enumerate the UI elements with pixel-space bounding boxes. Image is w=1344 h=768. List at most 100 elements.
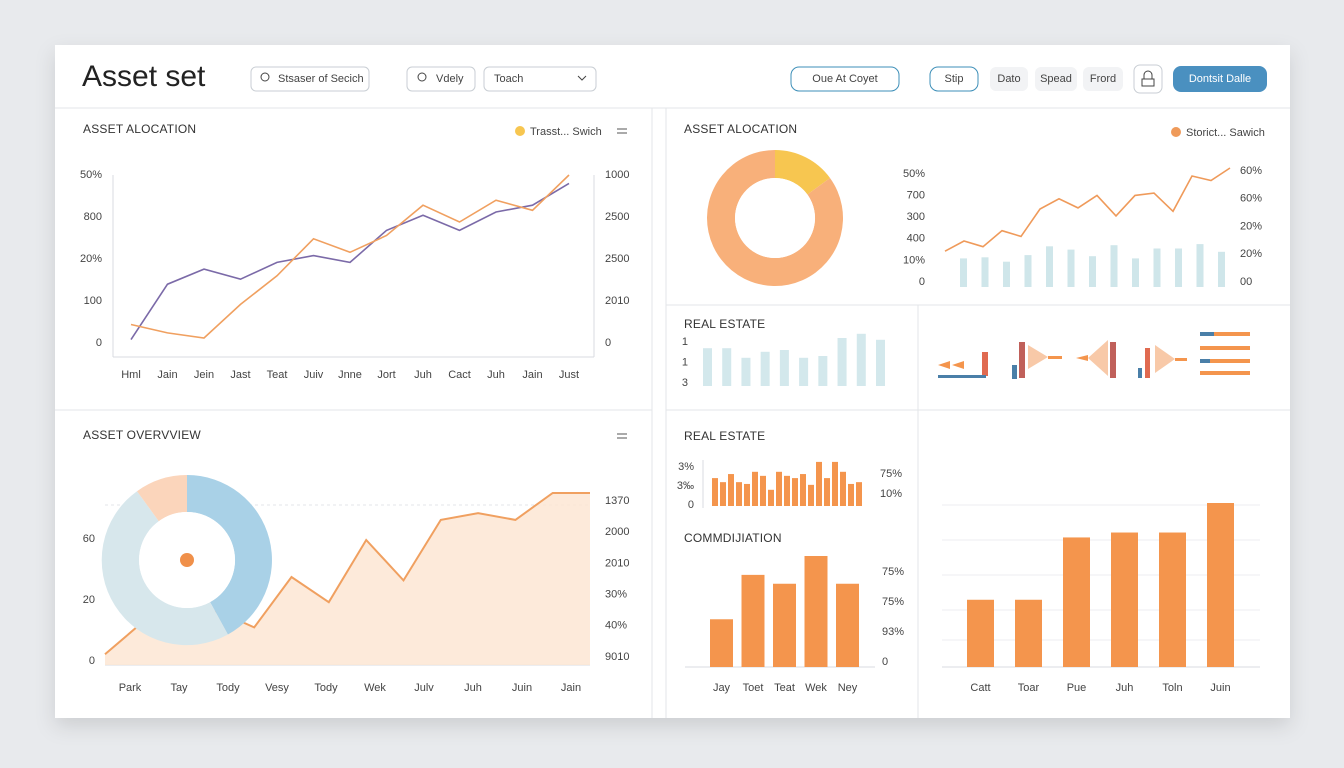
bar bbox=[1024, 255, 1032, 287]
bar bbox=[967, 599, 994, 667]
bar bbox=[876, 339, 885, 386]
button[interactable] bbox=[929, 66, 979, 92]
bar bbox=[1015, 599, 1042, 667]
button-text[interactable]: Stip bbox=[945, 73, 964, 85]
y-tick-label: 30% bbox=[605, 589, 627, 601]
y-tick-label: 2500 bbox=[605, 211, 629, 223]
legend-swatch bbox=[1171, 127, 1181, 137]
bar bbox=[741, 574, 765, 667]
x-tick-label: Toar bbox=[1018, 682, 1040, 694]
panel-title: ASSET OVERVVIEW bbox=[83, 428, 201, 442]
bar bbox=[779, 350, 789, 386]
menu-icon[interactable] bbox=[617, 433, 627, 439]
bar bbox=[816, 461, 822, 506]
y-tick-label: 1 bbox=[682, 356, 688, 368]
line bbox=[130, 182, 570, 341]
bar bbox=[712, 478, 718, 506]
bar bbox=[1153, 248, 1161, 287]
panel-title: ASSET ALOCATION bbox=[684, 122, 797, 136]
y-tick-label: 75% bbox=[880, 468, 902, 480]
bar bbox=[1089, 256, 1096, 287]
search-box[interactable] bbox=[250, 66, 370, 92]
bar bbox=[836, 583, 859, 667]
panel-title: REAL ESTATE bbox=[684, 429, 765, 443]
dropdown-text[interactable]: Toach bbox=[494, 73, 523, 85]
button[interactable] bbox=[1035, 67, 1077, 91]
y-tick-label: 2010 bbox=[605, 557, 629, 569]
bar bbox=[1175, 248, 1182, 287]
panel-title: ASSET ALOCATION bbox=[83, 122, 196, 136]
search-icon bbox=[260, 72, 270, 82]
x-tick-label: Jast bbox=[230, 369, 250, 381]
bar bbox=[760, 475, 766, 506]
button-text[interactable]: Dato bbox=[997, 73, 1020, 85]
button[interactable] bbox=[1083, 67, 1123, 91]
x-tick-label: Jnne bbox=[338, 369, 362, 381]
y-tick-label: 60% bbox=[1240, 165, 1262, 177]
x-tick-label: Jein bbox=[194, 369, 214, 381]
x-tick-label: Juin bbox=[1210, 682, 1230, 694]
x-tick-label: Teat bbox=[774, 682, 795, 694]
bar bbox=[837, 338, 847, 386]
bar bbox=[1063, 537, 1090, 667]
bar bbox=[703, 348, 712, 386]
primary-button-text[interactable]: Dontsit Dalle bbox=[1189, 73, 1251, 85]
y-tick-label: 700 bbox=[907, 190, 925, 202]
y-tick-label: 2500 bbox=[605, 253, 629, 265]
menu-icon[interactable] bbox=[617, 128, 627, 134]
button[interactable] bbox=[990, 67, 1028, 91]
x-tick-label: Juh bbox=[1116, 682, 1134, 694]
bar bbox=[736, 482, 742, 506]
bar bbox=[741, 357, 751, 386]
bar bbox=[808, 484, 814, 506]
pie-segment bbox=[137, 474, 187, 522]
donut-hole bbox=[735, 178, 815, 258]
primary-button[interactable] bbox=[1173, 66, 1267, 92]
y-tick-label: 3% bbox=[678, 461, 694, 473]
bar bbox=[799, 357, 809, 386]
y-tick-label: 75% bbox=[882, 566, 904, 578]
bar bbox=[1159, 532, 1186, 667]
x-tick-label: Hml bbox=[121, 369, 141, 381]
panel-title: REAL ESTATE bbox=[684, 317, 765, 331]
button-text[interactable]: Oue At Coyet bbox=[812, 73, 877, 85]
y-tick-label: 800 bbox=[84, 211, 102, 223]
bar bbox=[1132, 258, 1139, 287]
legend-swatch bbox=[515, 126, 525, 136]
y-tick-label: 10% bbox=[903, 254, 925, 266]
x-tick-label: Juin bbox=[512, 682, 532, 694]
bar bbox=[1218, 251, 1225, 287]
button-text[interactable]: Spead bbox=[1040, 73, 1072, 85]
x-tick-label: Pue bbox=[1067, 682, 1087, 694]
x-tick-label: Just bbox=[559, 369, 579, 381]
x-tick-label: Juiv bbox=[304, 369, 324, 381]
button-text[interactable]: Frord bbox=[1090, 73, 1116, 85]
pie-segment bbox=[775, 150, 830, 195]
x-tick-label: Juh bbox=[414, 369, 432, 381]
y-tick-label: 0 bbox=[688, 499, 694, 511]
bar bbox=[800, 474, 806, 506]
bar bbox=[1067, 249, 1075, 287]
y-tick-label: 1370 bbox=[605, 495, 629, 507]
search-text[interactable]: Stsaser of Secich bbox=[278, 73, 364, 85]
icon-row bbox=[938, 332, 1250, 379]
y-tick-label: 300 bbox=[907, 211, 925, 223]
bar bbox=[728, 474, 734, 506]
x-tick-label: Toet bbox=[743, 682, 764, 694]
legend-label: Storict... Sawich bbox=[1186, 127, 1265, 139]
x-tick-label: Wek bbox=[805, 682, 827, 694]
bar bbox=[856, 333, 866, 386]
y-tick-label: 10% bbox=[880, 488, 902, 500]
button[interactable] bbox=[790, 66, 900, 92]
filter-text[interactable]: Vdely bbox=[436, 73, 464, 85]
x-tick-label: Tody bbox=[314, 682, 338, 694]
dropdown[interactable] bbox=[483, 66, 597, 92]
y-tick-label: 50% bbox=[903, 168, 925, 180]
bar bbox=[1110, 245, 1118, 287]
y-tick-label: 75% bbox=[882, 596, 904, 608]
bar bbox=[856, 482, 862, 506]
bar bbox=[744, 483, 750, 506]
bar bbox=[752, 471, 758, 506]
y-tick-label: 40% bbox=[605, 620, 627, 632]
y-tick-label: 20% bbox=[1240, 220, 1262, 232]
